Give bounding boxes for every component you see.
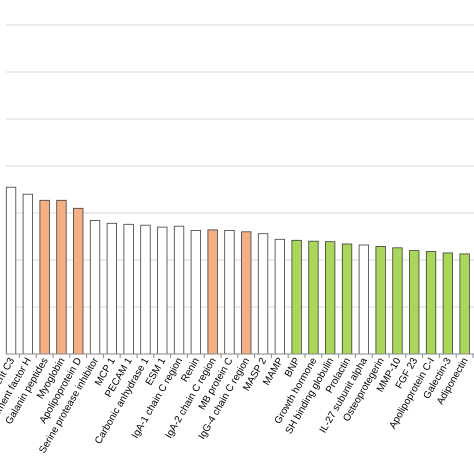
bar	[190, 229, 202, 355]
bar	[425, 251, 437, 355]
bar	[5, 186, 17, 355]
bar	[157, 226, 168, 355]
bar	[207, 229, 218, 355]
bar	[39, 199, 50, 355]
bar	[224, 229, 235, 355]
bar	[73, 207, 84, 355]
x-ticks	[18, 354, 474, 358]
bar	[173, 225, 185, 355]
bar	[324, 241, 336, 355]
bar	[241, 231, 252, 355]
bar	[291, 239, 302, 355]
bar	[392, 247, 403, 355]
bar	[409, 250, 420, 355]
bar	[274, 238, 286, 355]
bar	[459, 253, 470, 355]
bar	[442, 252, 454, 355]
bars	[5, 186, 470, 355]
bar	[140, 224, 151, 355]
bar	[308, 240, 319, 355]
gridlines	[6, 24, 474, 308]
bar	[106, 222, 117, 355]
bar	[375, 245, 386, 355]
bar	[22, 193, 34, 355]
bar	[56, 199, 67, 355]
bar	[123, 223, 134, 355]
bar	[341, 243, 353, 355]
bar	[89, 220, 101, 355]
bar	[257, 233, 269, 355]
bar	[358, 244, 370, 355]
